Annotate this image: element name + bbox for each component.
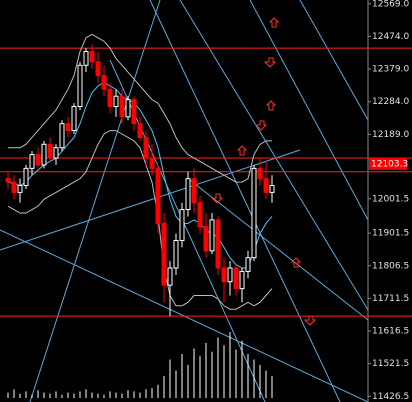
y-tick-label: 11616.5 (372, 327, 409, 337)
candle-body (113, 95, 119, 108)
candle-body (107, 88, 113, 108)
candle-body (215, 219, 221, 269)
price-box (369, 157, 407, 170)
arrow-up (268, 17, 280, 28)
candle-body (239, 270, 245, 290)
candle-body (11, 181, 17, 193)
candle-body (209, 219, 215, 252)
candle-body (65, 123, 71, 132)
indicator-line (7, 130, 273, 310)
candle-body (197, 202, 203, 228)
candle-body (257, 167, 263, 180)
arrow-up (236, 145, 248, 156)
candle-body (47, 143, 53, 159)
y-tick-label: 12379.0 (372, 65, 409, 75)
trend-line (29, 0, 161, 402)
signal-arrows (210, 17, 317, 326)
candle-body (143, 136, 149, 159)
y-tick-label: 11711.5 (372, 294, 409, 304)
trend-line (149, 0, 341, 402)
candle-body (5, 178, 11, 183)
candle-body (227, 267, 233, 283)
y-tick-label: 11426.5 (372, 392, 409, 402)
candle-body (71, 106, 77, 132)
candle-body (119, 95, 125, 118)
candle-body (23, 167, 29, 187)
arrow-down (254, 120, 268, 131)
arrow-up (290, 257, 302, 268)
candle-body (41, 143, 47, 166)
price-label: 12103.3 (371, 159, 408, 169)
y-tick-label: 11521.5 (372, 359, 409, 369)
candle-body (203, 226, 209, 252)
candle-body (131, 99, 137, 125)
candle-body (53, 147, 59, 159)
candle-body (101, 75, 107, 90)
y-tick-label: 11901.5 (372, 229, 409, 239)
y-tick-label: 12474.0 (372, 32, 409, 42)
trend-line (0, 149, 301, 251)
candle-body (125, 99, 131, 118)
candle-body (191, 178, 197, 204)
candle-body (29, 154, 35, 169)
candle-body (95, 61, 101, 77)
arrow-up (265, 100, 277, 111)
trend-line (189, 179, 369, 321)
candle-body (161, 222, 167, 286)
candle-body (179, 209, 185, 242)
arrow-down (210, 193, 224, 204)
candle-body (173, 240, 179, 269)
y-tick-label: 12569.0 (372, 0, 409, 9)
candle-body (149, 157, 155, 169)
candle-body (77, 64, 83, 108)
y-tick-label: 12284.0 (372, 97, 409, 107)
y-tick-label: 11806.5 (372, 261, 409, 271)
candle-body (155, 167, 161, 224)
candle-body (59, 123, 65, 149)
candle-body (35, 154, 41, 166)
candle-body (251, 167, 257, 259)
candle-body (137, 123, 143, 138)
y-tick-label: 12001.5 (372, 194, 409, 204)
trend-line (179, 0, 369, 311)
candle-body (263, 178, 269, 193)
candle-body (221, 267, 227, 283)
candle-body (185, 178, 191, 211)
candle-body (167, 267, 173, 286)
arrow-down (303, 315, 317, 326)
trend-line (299, 0, 369, 121)
trend-line (249, 0, 369, 221)
candle-body (17, 185, 23, 193)
y-tick-label: 12189.0 (372, 130, 409, 140)
candle-body (269, 185, 275, 193)
candle-body (233, 267, 239, 290)
indicator-line (7, 81, 273, 269)
candle-body (245, 257, 251, 272)
indicator-line (8, 33, 272, 183)
candle-body (83, 51, 89, 66)
candle-body (89, 51, 95, 63)
arrow-down (263, 57, 277, 68)
